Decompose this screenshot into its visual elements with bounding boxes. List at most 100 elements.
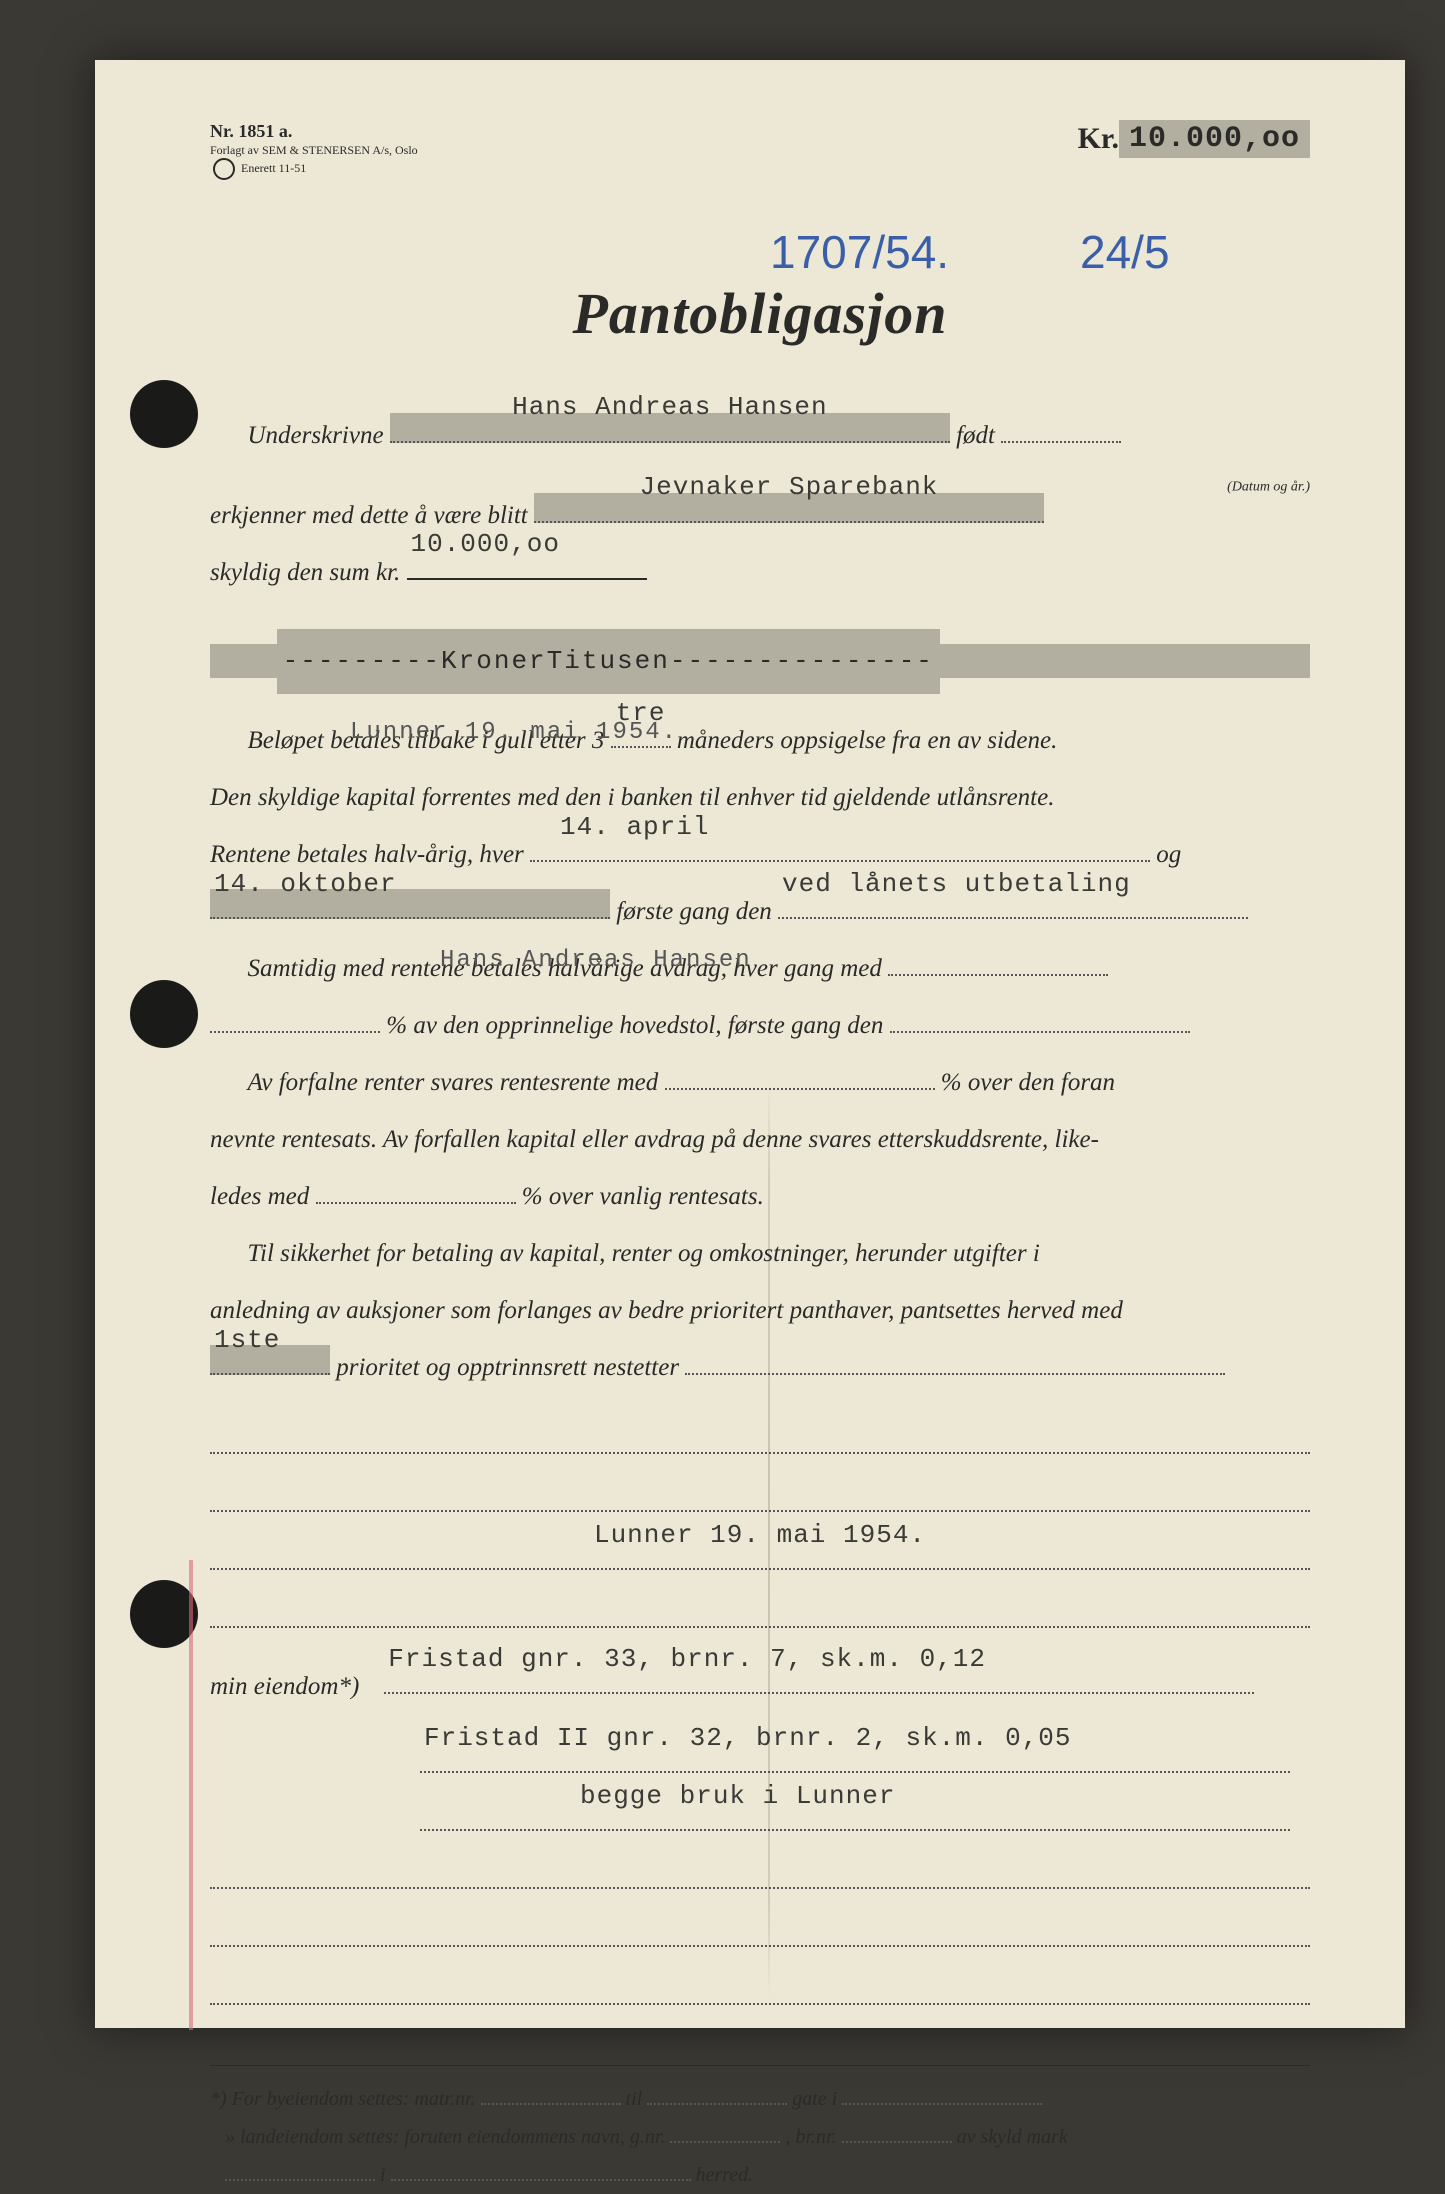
form-number-block: Nr. 1851 a. Forlagt av SEM & STENERSEN A…	[210, 120, 418, 180]
publisher-line: Forlagt av SEM & STENERSEN A/s, Oslo	[210, 143, 418, 158]
fn-blank-til	[647, 2085, 787, 2105]
text-prioritet-post: prioritet og opptrinnsrett nestetter	[336, 1354, 679, 1381]
field-rente-date2: 14. oktober	[210, 889, 610, 919]
fn-herred: herred.	[696, 2164, 754, 2186]
label-eiendom: min eiendom*)	[210, 1673, 359, 1700]
text-forfalne-post: % over den foran	[941, 1069, 1115, 1096]
field-avdrag	[888, 946, 1108, 976]
field-prioritet: 1ste	[210, 1345, 330, 1375]
binder-hole	[130, 380, 198, 448]
text-pct1-post: % av den opprinnelige hovedstol, første …	[386, 1012, 883, 1039]
line-prioritet: 1ste prioritet og opptrinnsrett nestette…	[210, 1339, 1310, 1396]
footnote-line-1: *) For byeiendom settes: matr.nr. til ga…	[210, 2080, 1310, 2118]
kr-amount-value: 10.000,oo	[1119, 120, 1310, 158]
value-sted-dato: Lunner 19. mai 1954.	[210, 1506, 1310, 1565]
field-fodt	[1001, 413, 1121, 443]
value-eiendom-3: begge bruk i Lunner	[420, 1767, 1290, 1826]
line-sikkerhet1: Til sikkerhet for betaling av kapital, r…	[210, 1225, 1310, 1282]
fn-til: til	[626, 2088, 643, 2110]
field-nestetter	[685, 1345, 1225, 1375]
handwritten-date: 24/5	[1080, 225, 1170, 279]
fn-blank-brnr	[842, 2123, 952, 2143]
blank-line-5	[210, 1907, 1310, 1947]
text-forfalne-pre: Av forfalne renter svares rentesrente me…	[248, 1069, 659, 1096]
label-skyldig: skyldig den sum kr.	[210, 559, 400, 586]
text-belop-post: måneders oppsigelse fra en av sidene.	[677, 727, 1057, 754]
line-pct1: % av den opprinnelige hovedstol, første …	[210, 997, 1310, 1054]
kroner-words-strip: ---------KronerTitusen---------------	[210, 629, 1310, 694]
label-fodt: født	[956, 422, 995, 449]
binder-hole	[130, 1580, 198, 1648]
line-skyldig: skyldig den sum kr. 10.000,oo	[210, 544, 1310, 601]
value-rente-date1: 14. april	[530, 798, 1150, 857]
fn-brnr: , br.nr.	[785, 2126, 836, 2148]
text-ledes-post: % over vanlig rentesats.	[522, 1183, 764, 1210]
value-rente-date2: 14. oktober	[210, 855, 610, 914]
binder-hole	[130, 980, 198, 1048]
fn-blank-mark	[225, 2161, 375, 2181]
line-ledes: ledes med % over vanlig rentesats.	[210, 1168, 1310, 1225]
value-sum: 10.000,oo	[407, 515, 647, 574]
line-forfalne: Av forfalne renter svares rentesrente me…	[210, 1054, 1310, 1111]
line-nevnte: nevnte rentesats. Av forfallen kapital e…	[210, 1111, 1310, 1168]
document-body: Underskrivne Hans Andreas Hansen født (D…	[210, 407, 1310, 2194]
line-sted-dato: Lunner 19. mai 1954.	[210, 1530, 1310, 1570]
overtyped-name: Hans Andreas Hansen	[440, 934, 752, 989]
header-row: Nr. 1851 a. Forlagt av SEM & STENERSEN A…	[210, 120, 1310, 180]
field-eiendom-1: Fristad gnr. 33, brnr. 7, sk.m. 0,12	[384, 1664, 1254, 1694]
value-eiendom-2: Fristad II gnr. 32, brnr. 2, sk.m. 0,05	[420, 1709, 1290, 1768]
page-wrapper: Nr. 1851 a. Forlagt av SEM & STENERSEN A…	[0, 20, 1445, 2068]
field-utbetaling: ved lånets utbetaling	[778, 889, 1248, 919]
overtyped-sted-dato-1: Lunner 19. mai 1954.	[350, 706, 678, 761]
fn-skyld: av skyld mark	[957, 2126, 1068, 2148]
text-forste-gang: første gang den	[616, 898, 772, 925]
line-rente2: 14. oktober første gang den ved lånets u…	[210, 883, 1310, 940]
value-eiendom-1: Fristad gnr. 33, brnr. 7, sk.m. 0,12	[384, 1630, 1254, 1689]
line-underskrivne: Underskrivne Hans Andreas Hansen født	[210, 407, 1310, 464]
text-ledes-pre: ledes med	[210, 1183, 309, 1210]
document-content: Nr. 1851 a. Forlagt av SEM & STENERSEN A…	[210, 120, 1310, 2194]
footnote-block: *) For byeiendom settes: matr.nr. til ga…	[210, 2065, 1310, 2194]
value-bank: Jevnaker Sparebank	[534, 458, 1044, 517]
line-belop: Beløpet betales tilbake i gull etter 3 t…	[210, 712, 1310, 769]
kr-label: Kr.	[1078, 122, 1119, 156]
form-number: Nr. 1851 a.	[210, 120, 418, 143]
label-underskrivne: Underskrivne	[248, 422, 384, 449]
footnote-line-3: i herred.	[210, 2156, 1310, 2194]
blank-line-1	[210, 1414, 1310, 1454]
line-erkjenner: erkjenner med dette å være blitt Jevnake…	[210, 487, 1310, 544]
fn-i: i	[380, 2164, 386, 2186]
blank-line-4	[210, 1849, 1310, 1889]
amount-box: Kr. 10.000,oo	[1078, 120, 1310, 158]
value-prioritet: 1ste	[210, 1311, 330, 1370]
red-margin-mark	[189, 1560, 193, 2030]
value-name: Hans Andreas Hansen	[390, 378, 950, 437]
publisher-text: Forlagt av SEM & STENERSEN A/s, Oslo	[210, 143, 418, 157]
fn-land: » landeiendom settes: foruten eiendommen…	[225, 2126, 665, 2148]
field-sum: 10.000,oo	[407, 550, 647, 580]
enerett-text: Enerett 11-51	[241, 160, 306, 174]
fn-blank-gnr	[670, 2123, 780, 2143]
line-eiendom-3: begge bruk i Lunner	[420, 1791, 1290, 1831]
publisher-line2: Enerett 11-51	[210, 158, 418, 180]
fn-by: *) For byeiendom settes: matr.nr.	[210, 2088, 476, 2110]
field-forfalne-pct	[665, 1060, 935, 1090]
line-eiendom-1: min eiendom*) Fristad gnr. 33, brnr. 7, …	[210, 1658, 1310, 1715]
text-sikkerhet1: Til sikkerhet for betaling av kapital, r…	[248, 1240, 1040, 1267]
field-pct1	[210, 1003, 380, 1033]
fn-gate: gate i	[792, 2088, 837, 2110]
document-title: Pantobligasjon	[210, 280, 1310, 347]
value-utbetaling: ved lånets utbetaling	[778, 855, 1248, 914]
blank-line-3	[210, 1588, 1310, 1628]
handwritten-reference: 1707/54.	[770, 225, 949, 279]
kroner-words: ---------KronerTitusen---------------	[277, 629, 940, 694]
fn-blank-matr	[481, 2085, 621, 2105]
line-samtidig: Samtidig med rentene betales halvårige a…	[210, 940, 1310, 997]
blank-line-6	[210, 1965, 1310, 2005]
fn-blank-gate	[842, 2085, 1042, 2105]
fn-blank-herred	[391, 2161, 691, 2181]
field-pct1-date	[890, 1003, 1190, 1033]
footnote-line-2: » landeiendom settes: foruten eiendommen…	[210, 2118, 1310, 2156]
line-sikkerhet2: anledning av auksjoner som forlanges av …	[210, 1282, 1310, 1339]
publisher-logo-icon	[213, 158, 235, 180]
